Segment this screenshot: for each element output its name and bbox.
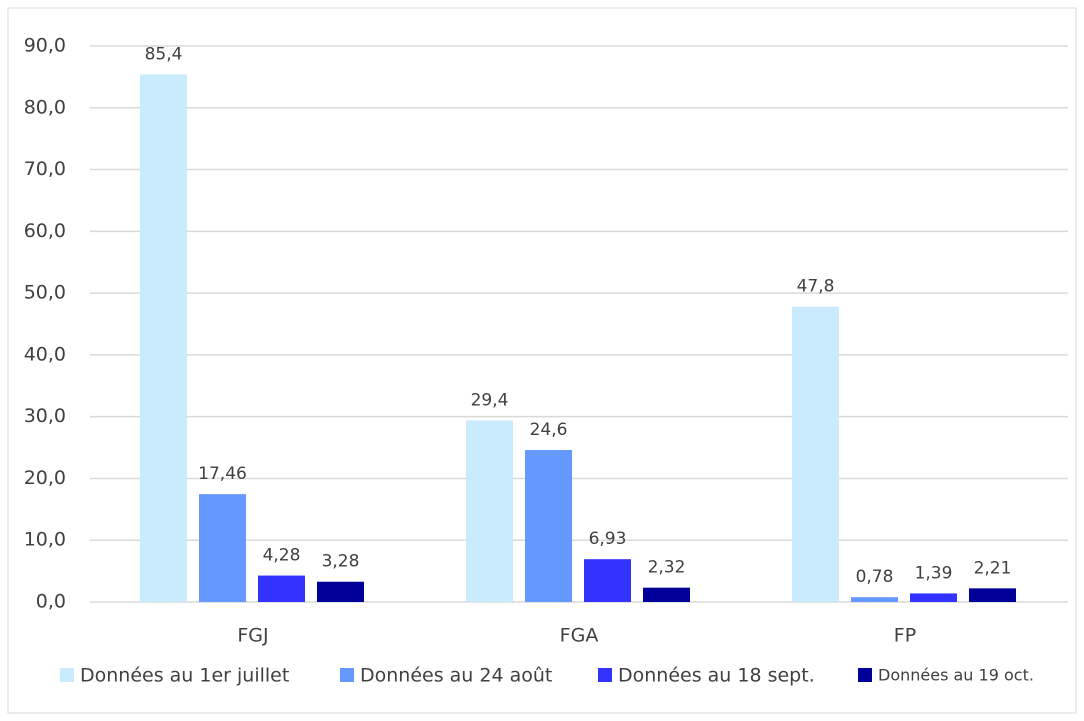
value-label: 24,6 [530, 420, 568, 440]
value-label: 85,4 [145, 44, 183, 64]
y-tick-label: 40,0 [24, 343, 66, 365]
value-label: 4,28 [263, 546, 301, 566]
x-tick-label: FGA [560, 625, 599, 647]
bar [643, 587, 690, 602]
legend-label: Données au 24 août [360, 665, 552, 687]
legend-label: Données au 1er juillet [80, 665, 289, 687]
x-tick-label: FGJ [237, 625, 268, 647]
value-label: 47,8 [797, 277, 835, 297]
bar [317, 581, 364, 602]
legend-swatch [858, 668, 872, 682]
value-label: 17,46 [198, 464, 247, 484]
legend-label: Données au 19 oct. [878, 666, 1034, 685]
legend-swatch [598, 668, 612, 682]
value-label: 2,21 [974, 558, 1012, 578]
bar [199, 494, 246, 602]
x-tick-label: FP [894, 625, 916, 647]
legend-label: Données au 18 sept. [618, 665, 815, 687]
value-label: 0,78 [856, 567, 894, 587]
value-label: 2,32 [648, 558, 686, 578]
bar [910, 593, 957, 602]
y-tick-label: 30,0 [24, 405, 66, 427]
bar [792, 306, 839, 602]
y-tick-label: 20,0 [24, 467, 66, 489]
y-tick-label: 60,0 [24, 220, 66, 242]
bar [851, 597, 898, 602]
bar [969, 588, 1016, 602]
bar [258, 575, 305, 602]
bar [466, 420, 513, 602]
legend-swatch [340, 668, 354, 682]
value-label: 29,4 [471, 390, 509, 410]
legend-swatch [60, 668, 74, 682]
y-tick-label: 0,0 [36, 591, 66, 613]
y-tick-label: 90,0 [24, 35, 66, 57]
value-label: 6,93 [589, 529, 627, 549]
bar [140, 74, 187, 602]
y-tick-label: 70,0 [24, 158, 66, 180]
value-label: 3,28 [322, 552, 360, 572]
y-tick-label: 50,0 [24, 282, 66, 304]
bar [584, 559, 631, 602]
bar [525, 450, 572, 602]
value-label: 1,39 [915, 563, 953, 583]
y-tick-label: 80,0 [24, 96, 66, 118]
y-tick-label: 10,0 [24, 529, 66, 551]
